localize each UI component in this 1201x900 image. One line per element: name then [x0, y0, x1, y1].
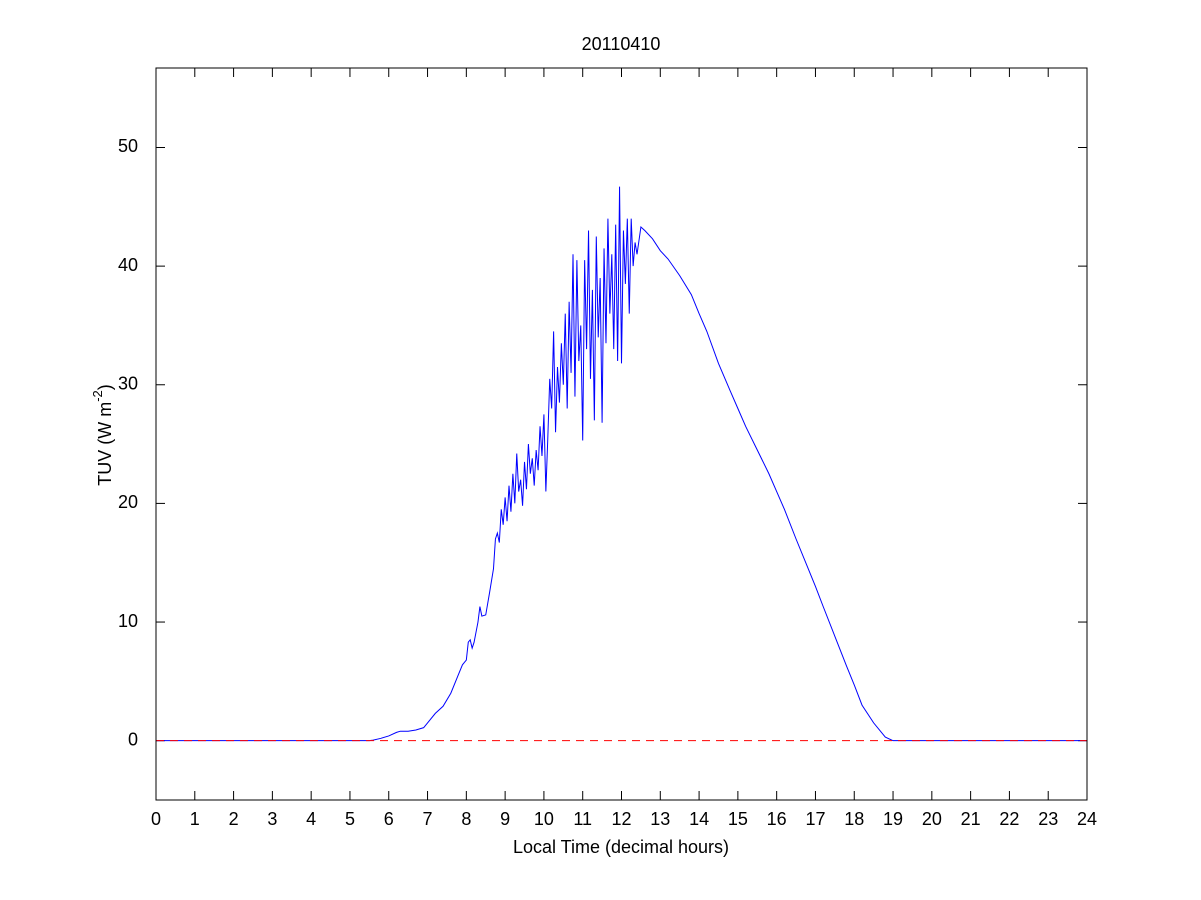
x-tick-label: 9: [500, 809, 510, 829]
x-tick-label: 10: [534, 809, 554, 829]
y-label-end: ): [95, 384, 115, 390]
x-tick-label: 8: [461, 809, 471, 829]
x-tick-label: 3: [267, 809, 277, 829]
y-tick-label: 30: [118, 374, 138, 394]
y-label-main: TUV (W m: [95, 402, 115, 486]
x-tick-label: 7: [423, 809, 433, 829]
x-tick-label: 6: [384, 809, 394, 829]
x-tick-label: 13: [650, 809, 670, 829]
x-tick-label: 24: [1077, 809, 1097, 829]
x-tick-label: 12: [611, 809, 631, 829]
y-tick-label: 40: [118, 255, 138, 275]
y-axis-label: TUV (W m-2): [90, 384, 114, 486]
chart-title: 20110410: [582, 34, 661, 54]
x-tick-label: 15: [728, 809, 748, 829]
x-tick-label: 17: [805, 809, 825, 829]
y-axis-label-text: TUV (W m-2): [90, 384, 114, 486]
x-tick-label: 0: [151, 809, 161, 829]
x-tick-label: 1: [190, 809, 200, 829]
x-tick-label: 23: [1038, 809, 1058, 829]
x-tick-label: 19: [883, 809, 903, 829]
x-tick-label: 20: [922, 809, 942, 829]
x-tick-label: 5: [345, 809, 355, 829]
y-tick-label: 10: [118, 611, 138, 631]
x-tick-label: 14: [689, 809, 709, 829]
x-tick-label: 4: [306, 809, 316, 829]
y-tick-label: 20: [118, 492, 138, 512]
x-tick-label: 22: [999, 809, 1019, 829]
x-tick-label: 21: [961, 809, 981, 829]
y-label-sup: -2: [90, 390, 105, 402]
data-line: [156, 186, 1087, 742]
plot-frame: [155, 67, 1088, 801]
x-tick-label: 18: [844, 809, 864, 829]
x-tick-label: 2: [229, 809, 239, 829]
x-axis-label: Local Time (decimal hours): [513, 837, 729, 857]
y-tick-label: 50: [118, 136, 138, 156]
y-tick-label: 0: [128, 729, 138, 749]
x-tick-label: 11: [573, 809, 592, 829]
x-tick-label: 16: [767, 809, 787, 829]
